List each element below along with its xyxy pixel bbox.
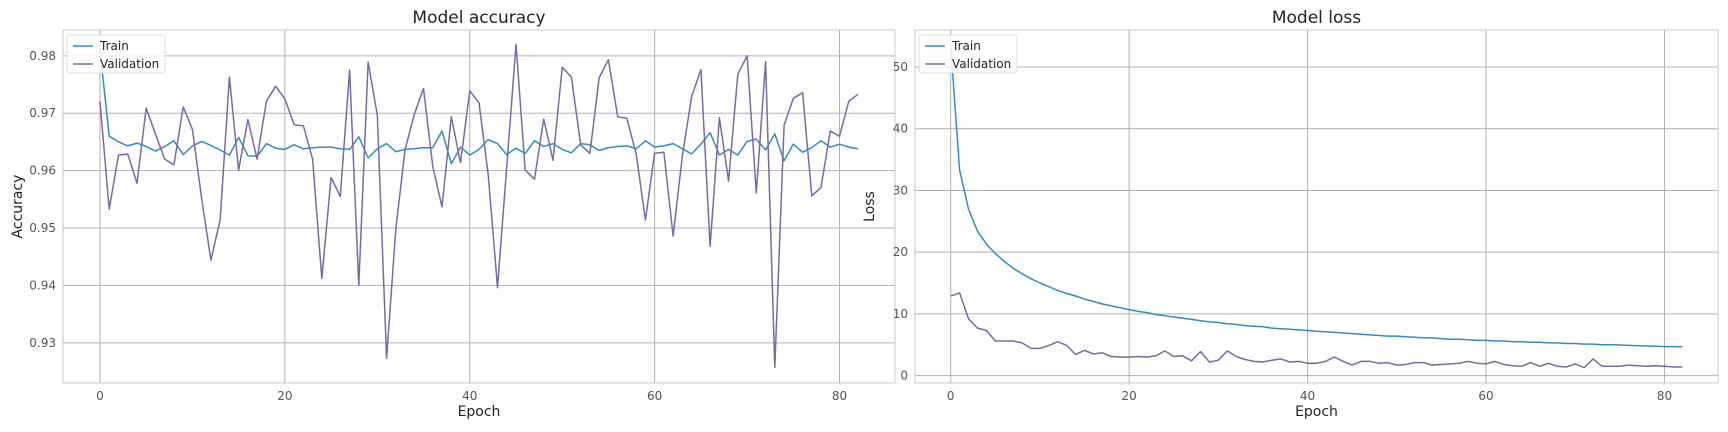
- legend-entry: Train: [951, 39, 981, 53]
- x-axis-label: Epoch: [458, 404, 501, 420]
- y-tick-label: 50: [893, 60, 908, 74]
- x-tick-label: 80: [1657, 389, 1672, 403]
- chart-title: Model accuracy: [412, 8, 545, 28]
- x-tick-label: 20: [1121, 389, 1136, 403]
- x-tick-label: 0: [947, 389, 955, 403]
- chart-title: Model loss: [1272, 8, 1361, 28]
- x-axis-label: Epoch: [1295, 404, 1338, 420]
- series-line-validation: [950, 292, 1683, 369]
- x-tick-label: 20: [277, 389, 292, 403]
- y-axis-label: Loss: [862, 191, 878, 222]
- x-tick-label: 80: [832, 389, 847, 403]
- y-tick-label: 0.97: [29, 106, 56, 120]
- y-tick-label: 0: [900, 369, 908, 383]
- loss-chart: 0 20 40 60 80 0 10 20 30 40 50 Model loss Epoch Loss T…: [862, 8, 1719, 420]
- legend-entry: Train: [99, 39, 129, 53]
- y-axis-label: Accuracy: [10, 175, 26, 239]
- accuracy-chart: 0 20 40 60 80 0.93 0.94 0.95 0.96 0.97 0.98 Model a…: [10, 8, 896, 420]
- y-tick-label: 0.95: [29, 221, 56, 235]
- y-tick-label: 10: [893, 307, 908, 321]
- y-tick-label: 40: [893, 122, 908, 136]
- x-tick-label: 40: [1300, 389, 1315, 403]
- plot-frame: [914, 29, 1719, 384]
- x-tick-label: 60: [647, 389, 662, 403]
- series-line-validation: [99, 43, 859, 369]
- legend: Train Validation: [66, 34, 166, 74]
- y-tick-label: 0.98: [29, 49, 56, 63]
- legend-entry: Validation: [100, 57, 159, 71]
- y-tick-label: 0.93: [29, 336, 56, 350]
- y-tick-label: 0.96: [29, 164, 56, 178]
- plot-frame: [62, 29, 896, 384]
- x-tick-label: 60: [1478, 389, 1493, 403]
- legend-entry: Validation: [952, 57, 1011, 71]
- y-tick-label: 20: [893, 245, 908, 259]
- series-line-train: [949, 45, 1683, 348]
- legend: Train Validation: [918, 34, 1018, 74]
- y-tick-label: 30: [893, 183, 908, 197]
- x-tick-label: 40: [462, 389, 477, 403]
- y-tick-label: 0.94: [29, 278, 56, 292]
- x-tick-label: 0: [96, 389, 104, 403]
